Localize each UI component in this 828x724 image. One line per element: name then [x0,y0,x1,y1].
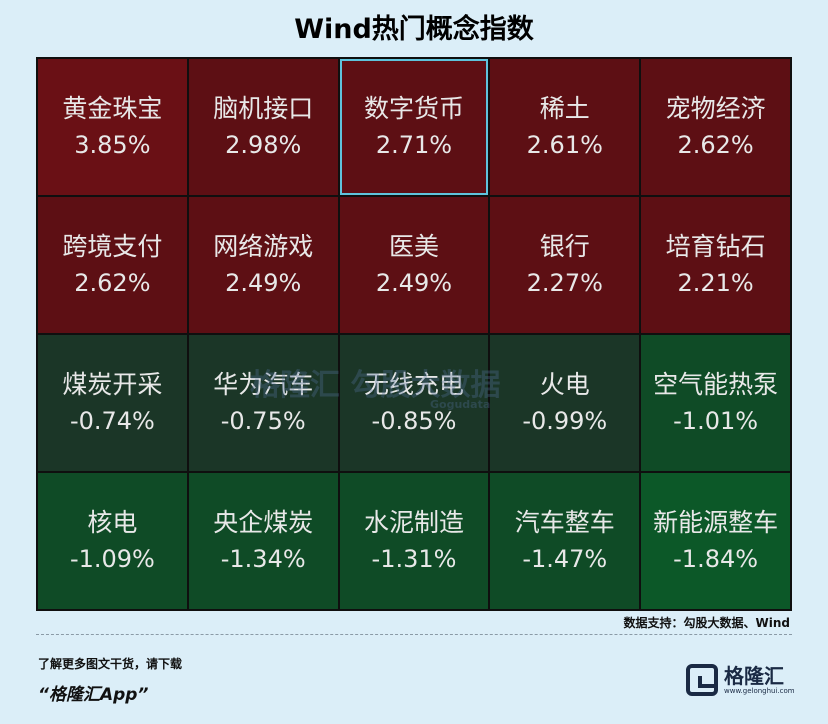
heatmap-cell: 华为汽车 -0.75% [188,335,338,471]
footer-app-name: “格隆汇App” [38,685,149,705]
cell-name: 水泥制造 [363,508,464,537]
heatmap-cell: 数字货币 2.71% [339,59,489,195]
cell-value: -0.85% [371,407,457,435]
cell-name: 培育钻石 [665,232,766,261]
cell-name: 无线充电 [363,370,464,399]
divider [36,634,792,635]
cell-name: 空气能热泵 [653,370,779,399]
heatmap-cell: 空气能热泵 -1.01% [641,335,790,471]
heatmap-cell: 脑机接口 2.98% [188,59,338,195]
heatmap-cell: 无线充电 -0.85% [339,335,489,471]
cell-name: 新能源整车 [653,508,779,537]
logo-url: www.gelonghui.com [724,687,795,695]
cell-value: 2.49% [375,269,453,297]
heatmap-cell: 稀土 2.61% [490,59,640,195]
cell-value: 2.62% [74,269,151,297]
cell-value: -0.99% [522,407,608,435]
heatmap-cell: 核电 -1.09% [38,473,187,609]
heatmap-cell: 黄金珠宝 3.85% [38,59,187,195]
heatmap-cell: 煤炭开采 -0.74% [38,335,187,471]
cell-name: 脑机接口 [213,94,314,123]
logo-g-icon [686,664,718,696]
heatmap-cell: 火电 -0.99% [490,335,640,471]
logo-name: 格隆汇 [724,664,784,688]
cell-name: 核电 [87,508,138,537]
cell-value: 2.98% [225,131,302,159]
cell-value: -1.01% [673,407,759,435]
cell-name: 汽车整车 [514,508,615,537]
cell-value: -0.75% [220,407,306,435]
cell-value: -0.74% [69,407,155,435]
data-source: 数据支持：勾股大数据、Wind [623,616,790,630]
cell-name: 煤炭开采 [62,370,163,399]
cell-name: 稀土 [539,94,590,123]
heatmap-grid: 黄金珠宝 3.85% 脑机接口 2.98% 数字货币 2.71% 稀土 2.61% 宠物经济 2.… [36,57,792,611]
gelonghui-logo: 格隆汇 www.gelonghui.com [686,660,796,700]
cell-value: 2.61% [526,131,603,159]
cell-value: -1.09% [69,545,155,573]
footer-download-text: 了解更多图文干货，请下载 [38,657,183,671]
cell-value: -1.34% [220,545,306,573]
cell-name: 火电 [539,370,590,399]
heatmap-cell: 网络游戏 2.49% [188,197,338,333]
cell-name: 医美 [388,232,439,261]
cell-name: 网络游戏 [213,232,314,261]
cell-value: 3.85% [74,131,151,159]
cell-name: 数字货币 [363,94,464,123]
heatmap-cell: 跨境支付 2.62% [38,197,187,333]
cell-value: 2.21% [677,269,754,297]
cell-value: 2.27% [526,269,603,297]
heatmap-cell: 汽车整车 -1.47% [490,473,640,609]
cell-value: -1.31% [371,545,457,573]
heatmap-cell: 培育钻石 2.21% [641,197,790,333]
heatmap-cell: 医美 2.49% [339,197,489,333]
cell-value: 2.62% [677,131,754,159]
heatmap-cell: 银行 2.27% [490,197,640,333]
heatmap-cell: 宠物经济 2.62% [641,59,790,195]
heatmap-cell: 央企煤炭 -1.34% [188,473,338,609]
cell-name: 宠物经济 [665,94,766,123]
heatmap-cell: 新能源整车 -1.84% [641,473,790,609]
cell-name: 央企煤炭 [213,508,314,537]
cell-value: 2.71% [375,131,453,159]
cell-value: -1.84% [673,545,759,573]
cell-value: 2.49% [225,269,302,297]
cell-name: 跨境支付 [62,232,163,261]
cell-name: 银行 [539,232,590,261]
chart-title: Wind热门概念指数 [294,14,534,45]
heatmap-cell: 水泥制造 -1.31% [339,473,489,609]
cell-name: 华为汽车 [213,370,314,399]
cell-value: -1.47% [522,545,608,573]
cell-name: 黄金珠宝 [62,94,163,123]
